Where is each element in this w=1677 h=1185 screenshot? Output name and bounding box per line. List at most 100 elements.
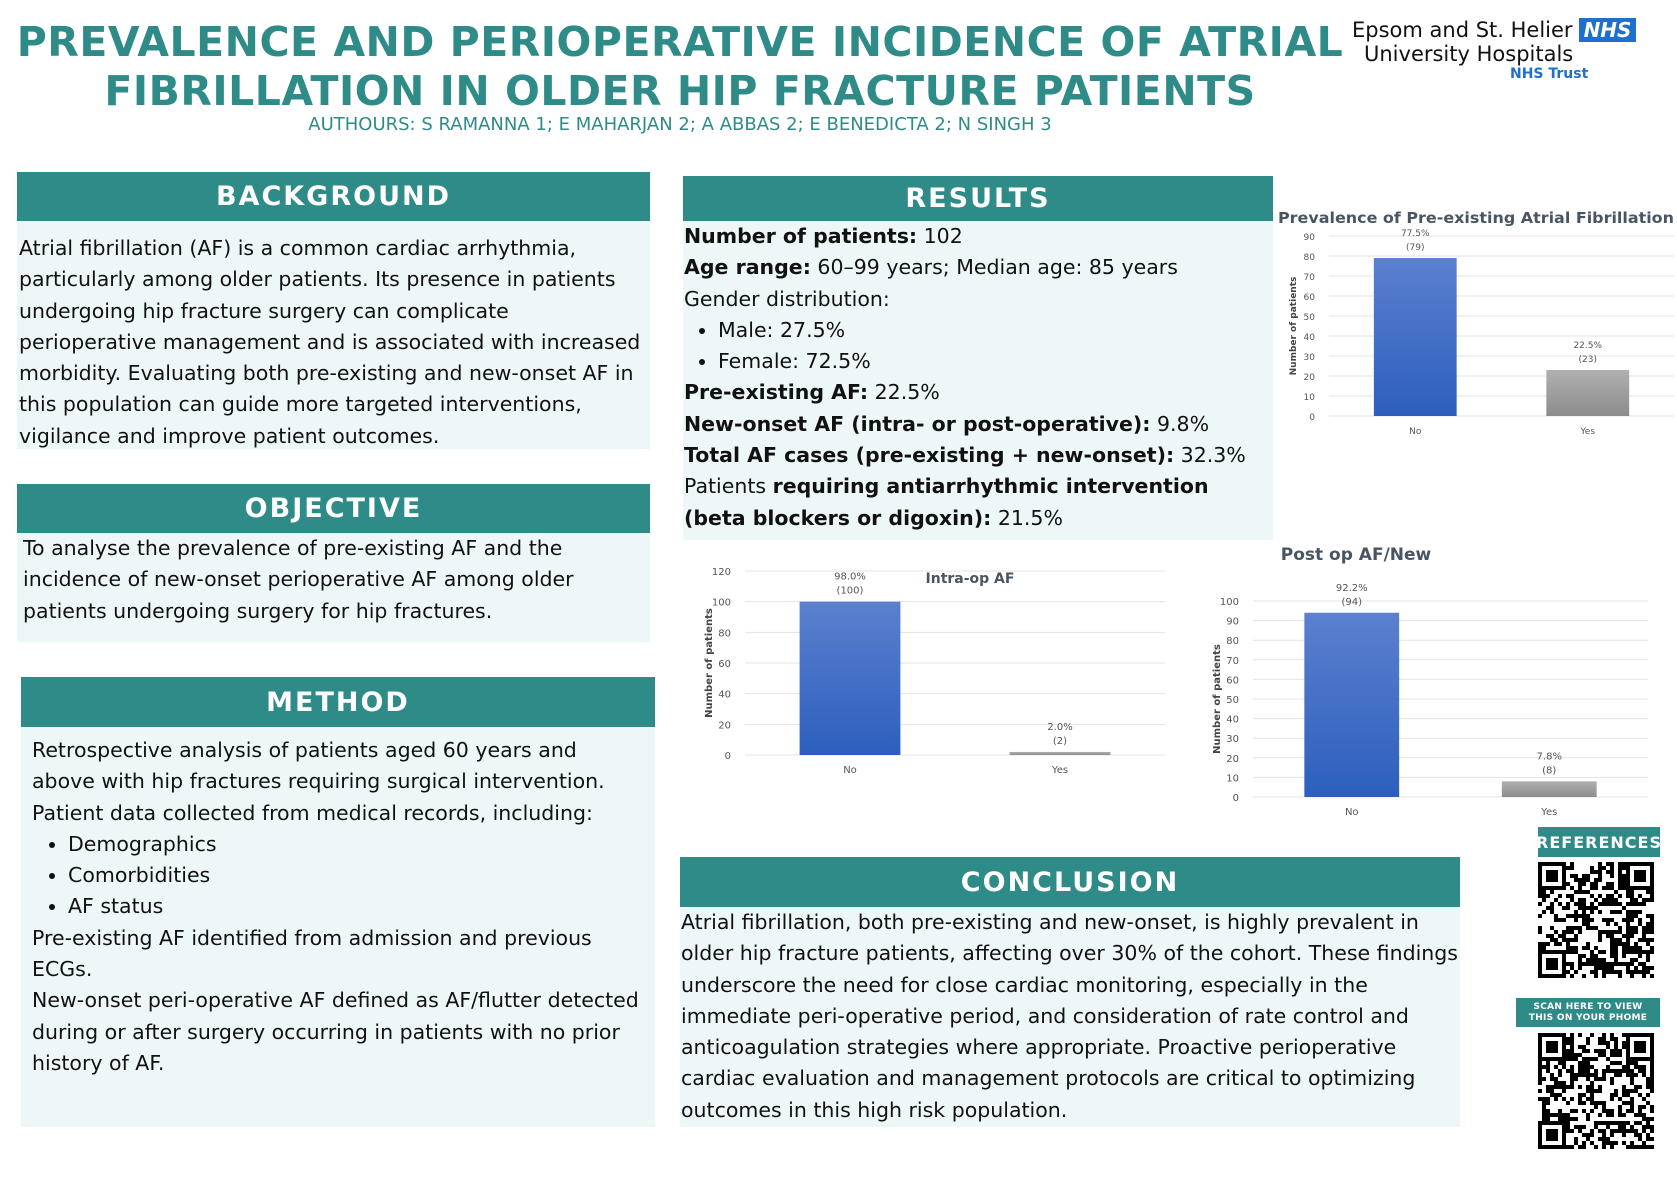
y-tick-label: 90 bbox=[1226, 617, 1239, 628]
qr-module bbox=[1582, 922, 1586, 926]
qr-module bbox=[1642, 1125, 1646, 1129]
qr-module bbox=[1542, 1121, 1546, 1125]
qr-module bbox=[1578, 1065, 1582, 1069]
qr-module bbox=[1650, 1041, 1654, 1045]
qr-module bbox=[1554, 930, 1558, 934]
qr-module bbox=[1558, 1057, 1562, 1061]
qr-module bbox=[1638, 874, 1642, 878]
qr-module bbox=[1606, 1137, 1610, 1141]
qr-module bbox=[1598, 894, 1602, 898]
qr-module bbox=[1554, 1137, 1558, 1141]
qr-module bbox=[1606, 930, 1610, 934]
y-tick-label: 40 bbox=[1226, 715, 1239, 726]
qr-module bbox=[1610, 1129, 1614, 1133]
qr-module bbox=[1602, 886, 1606, 890]
qr-module bbox=[1610, 910, 1614, 914]
qr-module bbox=[1650, 974, 1654, 978]
qr-module bbox=[1542, 890, 1546, 894]
qr-module bbox=[1626, 902, 1630, 906]
qr-module bbox=[1606, 962, 1610, 966]
qr-module bbox=[1650, 926, 1654, 930]
qr-module bbox=[1546, 966, 1550, 970]
poster-qr-code[interactable] bbox=[1538, 1033, 1654, 1149]
qr-module bbox=[1610, 898, 1614, 902]
qr-module bbox=[1550, 1033, 1554, 1037]
qr-module bbox=[1566, 866, 1570, 870]
qr-module bbox=[1590, 1093, 1594, 1097]
total-af-label: Total AF cases (pre-existing + new-onset… bbox=[684, 443, 1175, 468]
qr-module bbox=[1562, 1041, 1566, 1045]
qr-module bbox=[1618, 942, 1622, 946]
qr-module bbox=[1622, 1141, 1626, 1145]
qr-module bbox=[1550, 1113, 1554, 1117]
qr-module bbox=[1538, 1053, 1542, 1057]
qr-module bbox=[1642, 1145, 1646, 1149]
qr-module bbox=[1650, 1081, 1654, 1085]
qr-module bbox=[1634, 930, 1638, 934]
y-tick-label: 70 bbox=[1304, 273, 1316, 283]
qr-module bbox=[1538, 1061, 1542, 1065]
qr-module bbox=[1590, 870, 1594, 874]
qr-module bbox=[1586, 918, 1590, 922]
qr-module bbox=[1626, 942, 1630, 946]
qr-module bbox=[1566, 1049, 1570, 1053]
qr-module bbox=[1626, 1121, 1630, 1125]
qr-module bbox=[1622, 1093, 1626, 1097]
qr-module bbox=[1586, 922, 1590, 926]
qr-module bbox=[1618, 1129, 1622, 1133]
qr-module bbox=[1566, 906, 1570, 910]
y-tick-label: 10 bbox=[1304, 393, 1316, 403]
qr-module bbox=[1626, 1069, 1630, 1073]
qr-module bbox=[1598, 1037, 1602, 1041]
qr-module bbox=[1570, 1057, 1574, 1061]
qr-module bbox=[1562, 866, 1566, 870]
qr-module bbox=[1570, 950, 1574, 954]
qr-module bbox=[1546, 1097, 1550, 1101]
qr-module bbox=[1594, 946, 1598, 950]
qr-module bbox=[1586, 1097, 1590, 1101]
qr-module bbox=[1638, 950, 1642, 954]
qr-module bbox=[1570, 938, 1574, 942]
qr-module bbox=[1610, 886, 1614, 890]
qr-module bbox=[1646, 914, 1650, 918]
qr-module bbox=[1562, 962, 1566, 966]
gender-item: Male: 27.5% bbox=[718, 315, 1273, 346]
qr-module bbox=[1570, 1081, 1574, 1085]
data-label: (79) bbox=[1406, 243, 1424, 253]
qr-module bbox=[1622, 1045, 1626, 1049]
qr-module bbox=[1546, 1117, 1550, 1121]
references-qr-code[interactable] bbox=[1538, 862, 1654, 978]
qr-module bbox=[1582, 1145, 1586, 1149]
qr-module bbox=[1538, 1145, 1542, 1149]
qr-module bbox=[1586, 1089, 1590, 1093]
objective-text: To analyse the prevalence of pre-existin… bbox=[23, 536, 574, 623]
x-tick-label: Yes bbox=[1579, 427, 1595, 437]
qr-module bbox=[1538, 1141, 1542, 1145]
qr-module bbox=[1626, 962, 1630, 966]
qr-module bbox=[1554, 862, 1558, 866]
qr-module bbox=[1550, 1085, 1554, 1089]
qr-module bbox=[1646, 970, 1650, 974]
qr-module bbox=[1590, 882, 1594, 886]
qr-module bbox=[1634, 946, 1638, 950]
qr-module bbox=[1538, 866, 1542, 870]
qr-module bbox=[1546, 894, 1550, 898]
qr-module bbox=[1554, 1041, 1558, 1045]
qr-module bbox=[1610, 942, 1614, 946]
y-tick-label: 80 bbox=[1304, 253, 1316, 263]
pre-af-value: 22.5% bbox=[868, 380, 940, 405]
qr-module bbox=[1570, 886, 1574, 890]
qr-module bbox=[1630, 1069, 1634, 1073]
qr-module bbox=[1646, 1133, 1650, 1137]
x-tick-label: No bbox=[843, 765, 857, 776]
qr-module bbox=[1574, 1137, 1578, 1141]
qr-module bbox=[1594, 966, 1598, 970]
qr-module bbox=[1642, 1065, 1646, 1069]
qr-module bbox=[1602, 966, 1606, 970]
qr-module bbox=[1634, 1121, 1638, 1125]
qr-module bbox=[1574, 946, 1578, 950]
qr-module bbox=[1538, 1057, 1542, 1061]
qr-module bbox=[1570, 930, 1574, 934]
qr-module bbox=[1602, 918, 1606, 922]
qr-module bbox=[1594, 958, 1598, 962]
